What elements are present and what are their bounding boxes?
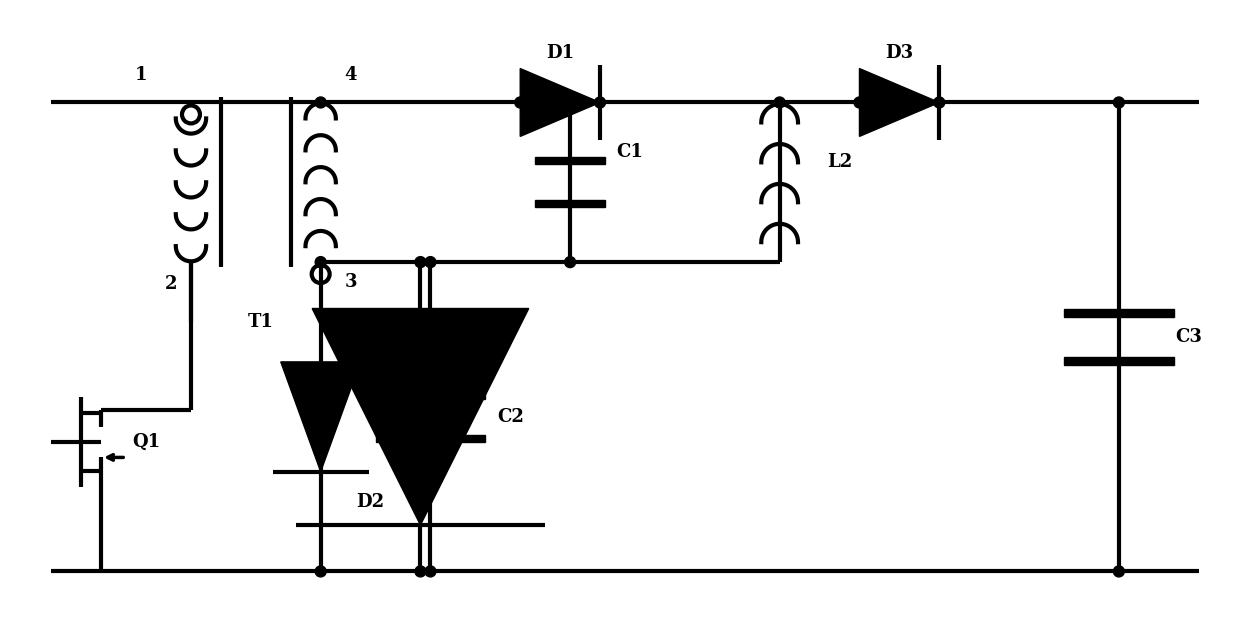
- Text: 4: 4: [345, 66, 357, 84]
- Circle shape: [564, 256, 575, 268]
- Text: D3: D3: [885, 44, 914, 62]
- Circle shape: [854, 97, 866, 108]
- Circle shape: [934, 97, 945, 108]
- Circle shape: [564, 97, 575, 108]
- Circle shape: [1114, 566, 1125, 577]
- Text: D2: D2: [417, 467, 444, 485]
- Text: D2: D2: [356, 492, 384, 510]
- Circle shape: [425, 256, 436, 268]
- Text: D1: D1: [546, 44, 574, 62]
- Text: C2: C2: [497, 407, 523, 426]
- Polygon shape: [376, 392, 485, 399]
- Circle shape: [315, 97, 326, 108]
- Circle shape: [594, 97, 605, 108]
- Circle shape: [315, 566, 326, 577]
- Polygon shape: [521, 69, 600, 137]
- Text: T1: T1: [248, 313, 274, 331]
- Polygon shape: [1064, 309, 1174, 317]
- Polygon shape: [1064, 357, 1174, 365]
- Text: 3: 3: [345, 273, 357, 291]
- Circle shape: [515, 97, 526, 108]
- Polygon shape: [280, 362, 361, 472]
- Circle shape: [415, 256, 425, 268]
- Text: L2: L2: [827, 154, 852, 172]
- Circle shape: [1114, 97, 1125, 108]
- Polygon shape: [312, 308, 528, 525]
- Text: Q1: Q1: [131, 432, 160, 451]
- Circle shape: [315, 256, 326, 268]
- Polygon shape: [536, 200, 605, 207]
- Polygon shape: [859, 69, 939, 137]
- Circle shape: [774, 97, 785, 108]
- Circle shape: [415, 566, 425, 577]
- Polygon shape: [536, 157, 605, 164]
- Text: 2: 2: [165, 275, 177, 293]
- Circle shape: [425, 566, 436, 577]
- Text: C3: C3: [1176, 328, 1202, 346]
- Polygon shape: [376, 435, 485, 442]
- Text: C1: C1: [616, 144, 644, 162]
- Text: 1: 1: [135, 66, 148, 84]
